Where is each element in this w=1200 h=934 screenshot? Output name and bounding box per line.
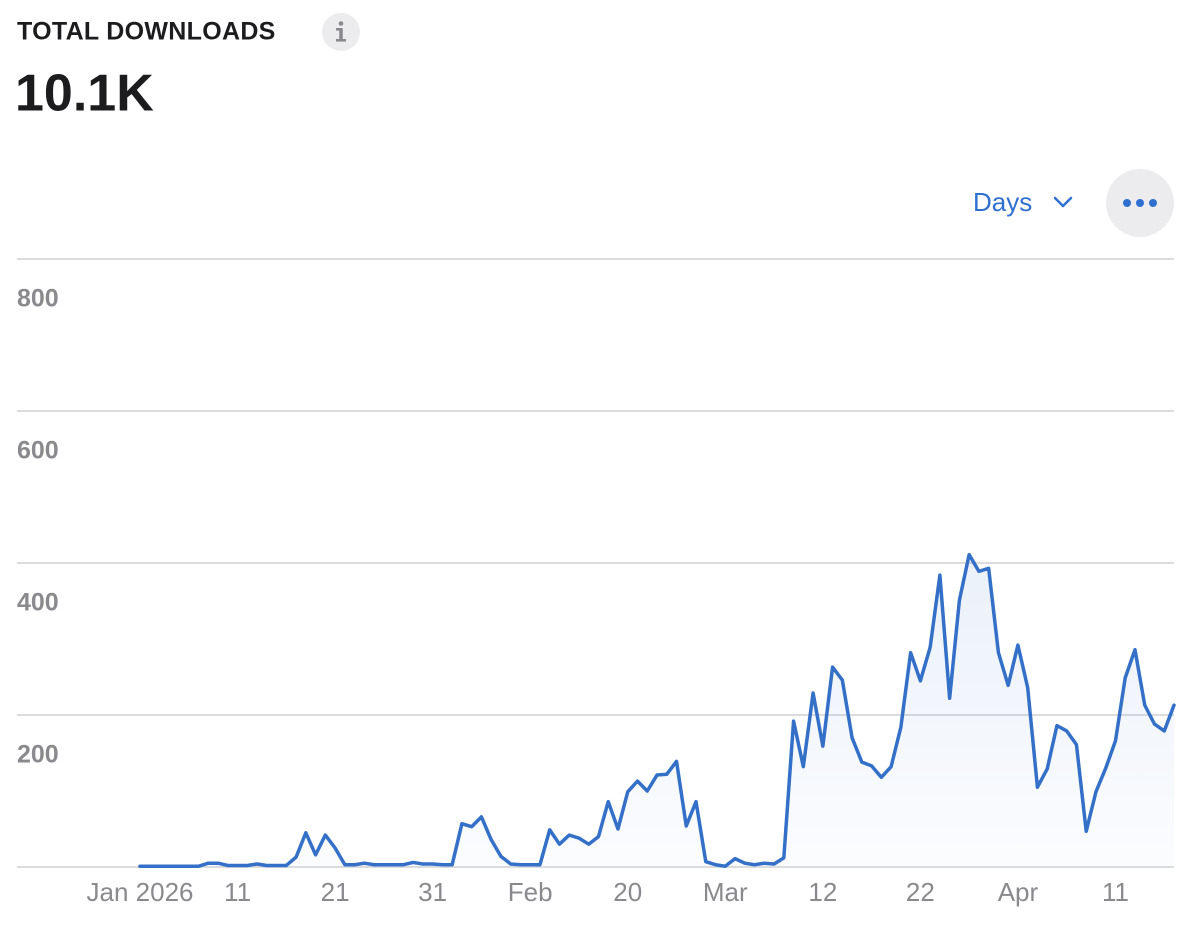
plot: 200 400 600 800 Jan 2026 11 21 31 Feb 20 Mar 12 22 Ap… <box>17 258 1176 907</box>
info-button[interactable] <box>322 13 360 51</box>
area <box>140 554 1174 867</box>
metric-value: 10.1K <box>15 65 154 123</box>
x-tick-label: Mar <box>703 877 748 907</box>
x-tick-label: 11 <box>1102 877 1129 907</box>
line <box>138 552 1176 868</box>
x-tick-label: Feb <box>508 877 553 907</box>
period-selector[interactable]: Days <box>973 187 1073 217</box>
metric-title: TOTAL DOWNLOADS <box>17 18 276 46</box>
period-label[interactable]: Days <box>973 187 1032 217</box>
y-tick-label: 400 <box>17 589 59 617</box>
x-tick-label: 20 <box>613 877 642 907</box>
x-tick-label: 12 <box>808 877 837 907</box>
y-tick-label: 600 <box>17 437 59 465</box>
x-tick-label: 21 <box>321 877 350 907</box>
x-tick-label: 11 <box>224 877 251 907</box>
x-tick-label: 31 <box>418 877 447 907</box>
x-tick-label: Jan 2026 <box>87 877 194 907</box>
more-button[interactable] <box>1106 169 1174 237</box>
y-tick-label: 800 <box>17 285 59 313</box>
y-tick-label: 200 <box>17 741 59 769</box>
x-tick-label: 22 <box>906 877 935 907</box>
x-tick-label: Apr <box>998 877 1039 907</box>
